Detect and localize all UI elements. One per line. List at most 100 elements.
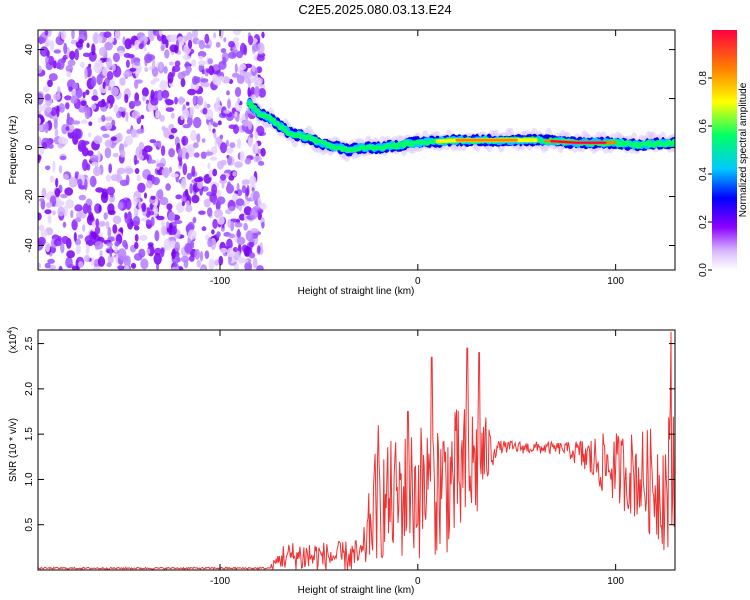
noise-blob	[132, 62, 142, 75]
noise-blob	[164, 98, 172, 104]
noise-blob	[85, 89, 90, 96]
spectrogram-frame	[37, 29, 676, 271]
noise-blob	[61, 137, 69, 145]
noise-blob	[60, 30, 67, 40]
noise-blob	[204, 250, 210, 259]
noise-blob	[53, 118, 58, 130]
noise-blob	[213, 132, 217, 139]
noise-blob	[141, 87, 149, 97]
noise-blob	[236, 138, 242, 149]
figure-title: C2E5.2025.080.03.13.E24	[298, 2, 451, 17]
noise-blob	[146, 180, 153, 189]
noise-blob	[250, 183, 256, 190]
noise-blob	[239, 150, 245, 162]
noise-blob	[57, 206, 65, 217]
noise-blob	[142, 95, 146, 102]
noise-blob	[57, 143, 64, 149]
snr-y-label: SNR (10 * v/v)	[8, 418, 19, 482]
noise-blob	[60, 242, 65, 254]
noise-blob	[241, 185, 247, 194]
noise-blob	[185, 204, 193, 213]
noise-blob	[248, 241, 255, 248]
noise-blob	[198, 40, 206, 50]
noise-blob	[150, 89, 155, 101]
noise-blob	[138, 248, 146, 258]
noise-blob	[225, 139, 229, 148]
noise-blob	[194, 104, 200, 110]
noise-blob	[106, 57, 113, 69]
noise-blob	[158, 140, 162, 149]
noise-blob	[113, 104, 119, 113]
noise-blob	[68, 177, 78, 188]
noise-blob	[67, 59, 76, 67]
noise-blob	[133, 195, 138, 207]
noise-blob	[133, 225, 140, 231]
noise-blob	[90, 76, 97, 88]
noise-blob	[42, 86, 50, 93]
snr-y-axis: 0.5 1.0 1.5 2.0 2.5	[24, 336, 675, 532]
noise-blob	[153, 247, 162, 256]
noise-blob	[260, 147, 266, 157]
noise-blob	[215, 41, 221, 48]
noise-blob	[189, 183, 193, 194]
noise-blob	[138, 201, 142, 210]
noise-blob	[98, 204, 102, 213]
noise-blob	[191, 59, 197, 67]
y-tick-label: 0	[24, 144, 35, 150]
noise-blob	[107, 226, 112, 239]
noise-blob	[104, 77, 111, 87]
noise-blob	[147, 210, 155, 216]
noise-blob	[92, 266, 102, 270]
noise-blob	[106, 242, 113, 247]
noise-blob	[166, 221, 170, 229]
noise-blob	[119, 149, 126, 158]
band-cell	[280, 124, 286, 130]
noise-blob	[257, 161, 265, 166]
noise-blob	[181, 135, 189, 146]
noise-blob	[109, 197, 114, 203]
noise-blob	[156, 263, 160, 270]
noise-blob	[201, 69, 206, 75]
noise-blob	[174, 241, 180, 252]
noise-blob	[247, 77, 251, 88]
noise-blob	[163, 127, 170, 139]
x-tick-label: -100	[210, 576, 230, 587]
noise-blob	[236, 74, 245, 84]
snr-multiplier-base: (x10	[8, 333, 19, 353]
noise-blob	[228, 233, 235, 239]
noise-blob	[84, 67, 88, 80]
noise-blob	[102, 81, 106, 89]
noise-blob	[150, 98, 159, 106]
noise-blob	[228, 206, 236, 211]
noise-blob	[130, 128, 137, 138]
noise-blob	[99, 250, 103, 258]
noise-blob	[170, 112, 175, 119]
noise-blob	[182, 54, 191, 61]
noise-blob	[38, 65, 43, 74]
noise-blob	[45, 106, 53, 113]
noise-blob	[112, 52, 120, 63]
noise-blob	[59, 155, 67, 160]
noise-blob	[181, 201, 185, 207]
noise-blob	[73, 232, 77, 242]
noise-blob	[170, 266, 180, 270]
noise-blob	[63, 42, 68, 55]
noise-blob	[248, 136, 253, 148]
colorbar-label: Normalized spectral amplitude	[738, 82, 749, 217]
noise-blob	[82, 203, 89, 214]
noise-blob	[208, 121, 212, 133]
noise-blob	[90, 154, 99, 162]
noise-blob	[226, 90, 230, 96]
snr-x-axis: -100 0 100	[210, 330, 624, 587]
noise-blob	[244, 63, 253, 69]
noise-blob	[38, 212, 42, 221]
noise-blob	[123, 255, 131, 267]
noise-blob	[107, 254, 114, 264]
noise-blob	[132, 216, 141, 226]
noise-blob	[182, 108, 190, 119]
y-tick-label: 20	[24, 93, 35, 105]
noise-blob	[54, 188, 61, 197]
noise-blob	[182, 163, 188, 176]
noise-blob	[138, 154, 144, 161]
noise-blob	[103, 212, 108, 220]
